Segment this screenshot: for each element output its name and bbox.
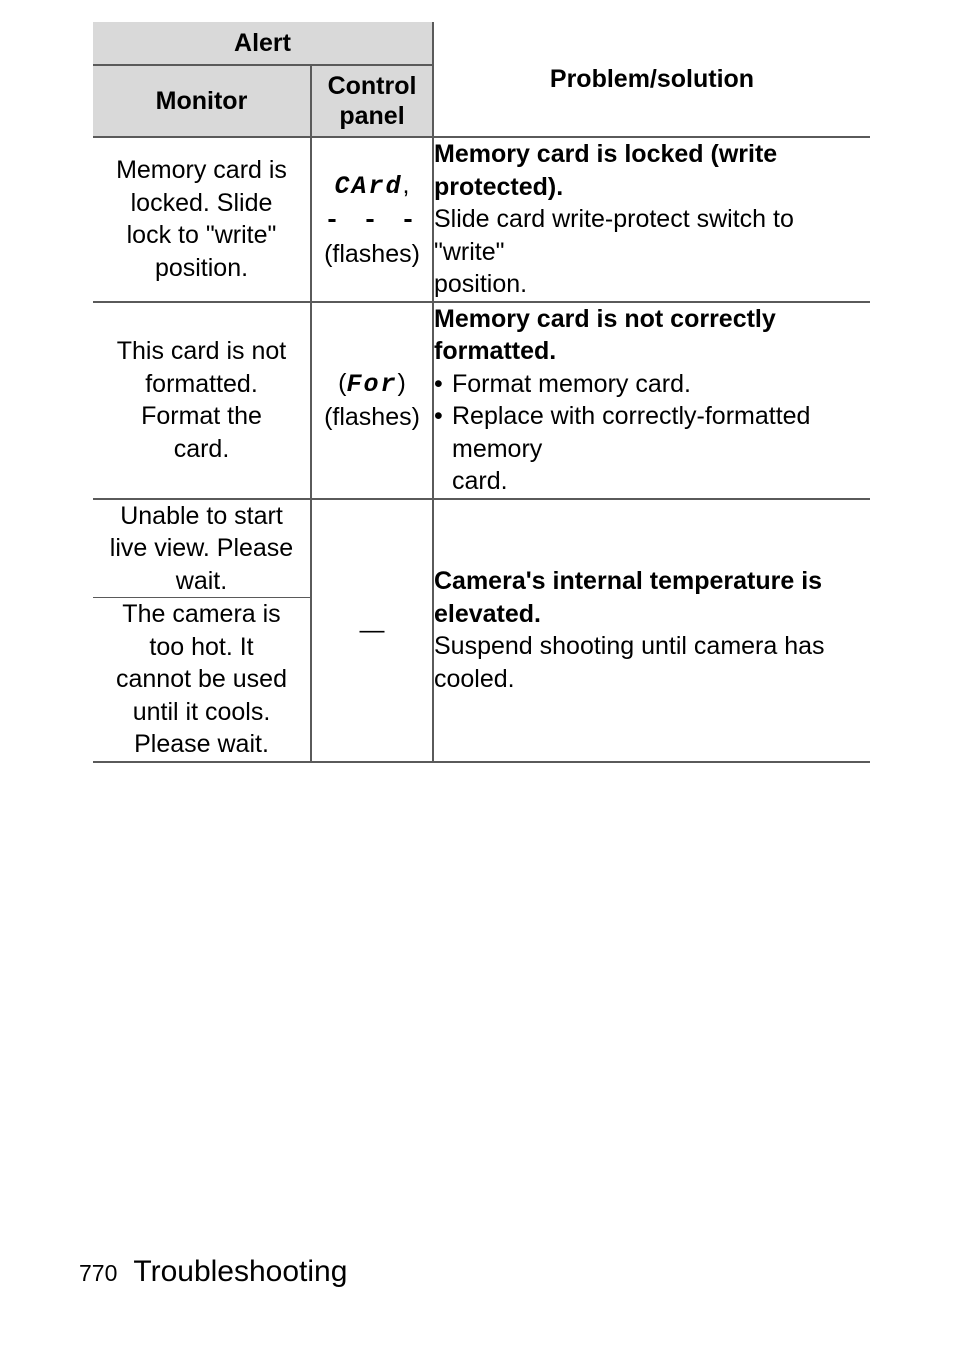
text: Memory card is [116,156,287,184]
segment-text: - - - [324,206,419,235]
text: Suspend shooting until camera has cooled… [434,632,825,693]
text: until it cools. [133,698,271,726]
text: This card is not [117,337,287,365]
text: locked. Slide [131,189,273,217]
header-alert: Alert [93,22,433,65]
page-number: 770 [79,1260,117,1287]
bullet: • Replace with correctly-formatted memor… [434,400,870,465]
table-row: This card is not formatted. Format the c… [93,302,870,499]
text: — [360,616,385,644]
text: Unable to start [120,502,283,530]
text: Replace with correctly-formatted memory [452,400,870,465]
text: , [403,171,410,199]
text: position. [434,270,527,298]
text: (flashes) [324,403,420,431]
cell-problem-r3: Camera's internal temperature is elevate… [433,499,870,762]
cell-control-r2: (For) (flashes) [311,302,433,499]
bullet-dot: • [434,368,452,401]
text: position. [155,254,248,282]
text: Slide card write-protect switch to "writ… [434,205,794,266]
page: Alert Problem/solution Monitor Control p… [0,0,954,1345]
bullet: • Format memory card. [434,368,870,401]
text: (flashes) [324,240,420,268]
text-bold: Memory card is not correctly formatted. [434,305,776,366]
alert-table: Alert Problem/solution Monitor Control p… [93,22,870,763]
header-monitor: Monitor [93,65,311,137]
segment-text: For [346,370,397,399]
section-title: Troubleshooting [133,1255,347,1289]
cell-monitor-r2: This card is not formatted. Format the c… [93,302,311,499]
segment-text: CArd [335,172,403,201]
text: cannot be used [116,665,287,693]
header-control-l2: panel [339,102,404,130]
text-bold: Memory card is locked (write protected). [434,140,777,201]
header-problem: Problem/solution [433,22,870,137]
header-control-panel: Control panel [311,65,433,137]
cell-monitor-r3b: The camera is too hot. It cannot be used… [93,598,311,762]
text: Please wait. [134,730,269,758]
text: The camera is [122,600,280,628]
text-bold: Camera's internal temperature is [434,567,822,595]
header-control-l1: Control [328,72,417,100]
text: Format the [141,402,262,430]
page-footer: 770 Troubleshooting [79,1255,347,1289]
cell-problem-r2: Memory card is not correctly formatted. … [433,302,870,499]
text: Format memory card. [452,368,870,401]
text-bold: elevated. [434,600,541,628]
text: wait. [176,567,227,595]
cell-control-r3: — [311,499,433,762]
cell-problem-r1: Memory card is locked (write protected).… [433,137,870,302]
table-row: Memory card is locked. Slide lock to "wr… [93,137,870,302]
text: formatted. [145,370,258,398]
bullet-dot: • [434,400,452,433]
text: card. [434,465,870,498]
text: live view. Please [110,534,293,562]
cell-control-r1: CArd, - - - (flashes) [311,137,433,302]
text: lock to "write" [127,221,277,249]
cell-monitor-r3a: Unable to start live view. Please wait. [93,499,311,598]
cell-monitor-r1: Memory card is locked. Slide lock to "wr… [93,137,311,302]
text: card. [174,435,230,463]
table-row: Unable to start live view. Please wait. … [93,499,870,598]
text: ) [398,369,406,397]
text: too hot. It [149,633,253,661]
